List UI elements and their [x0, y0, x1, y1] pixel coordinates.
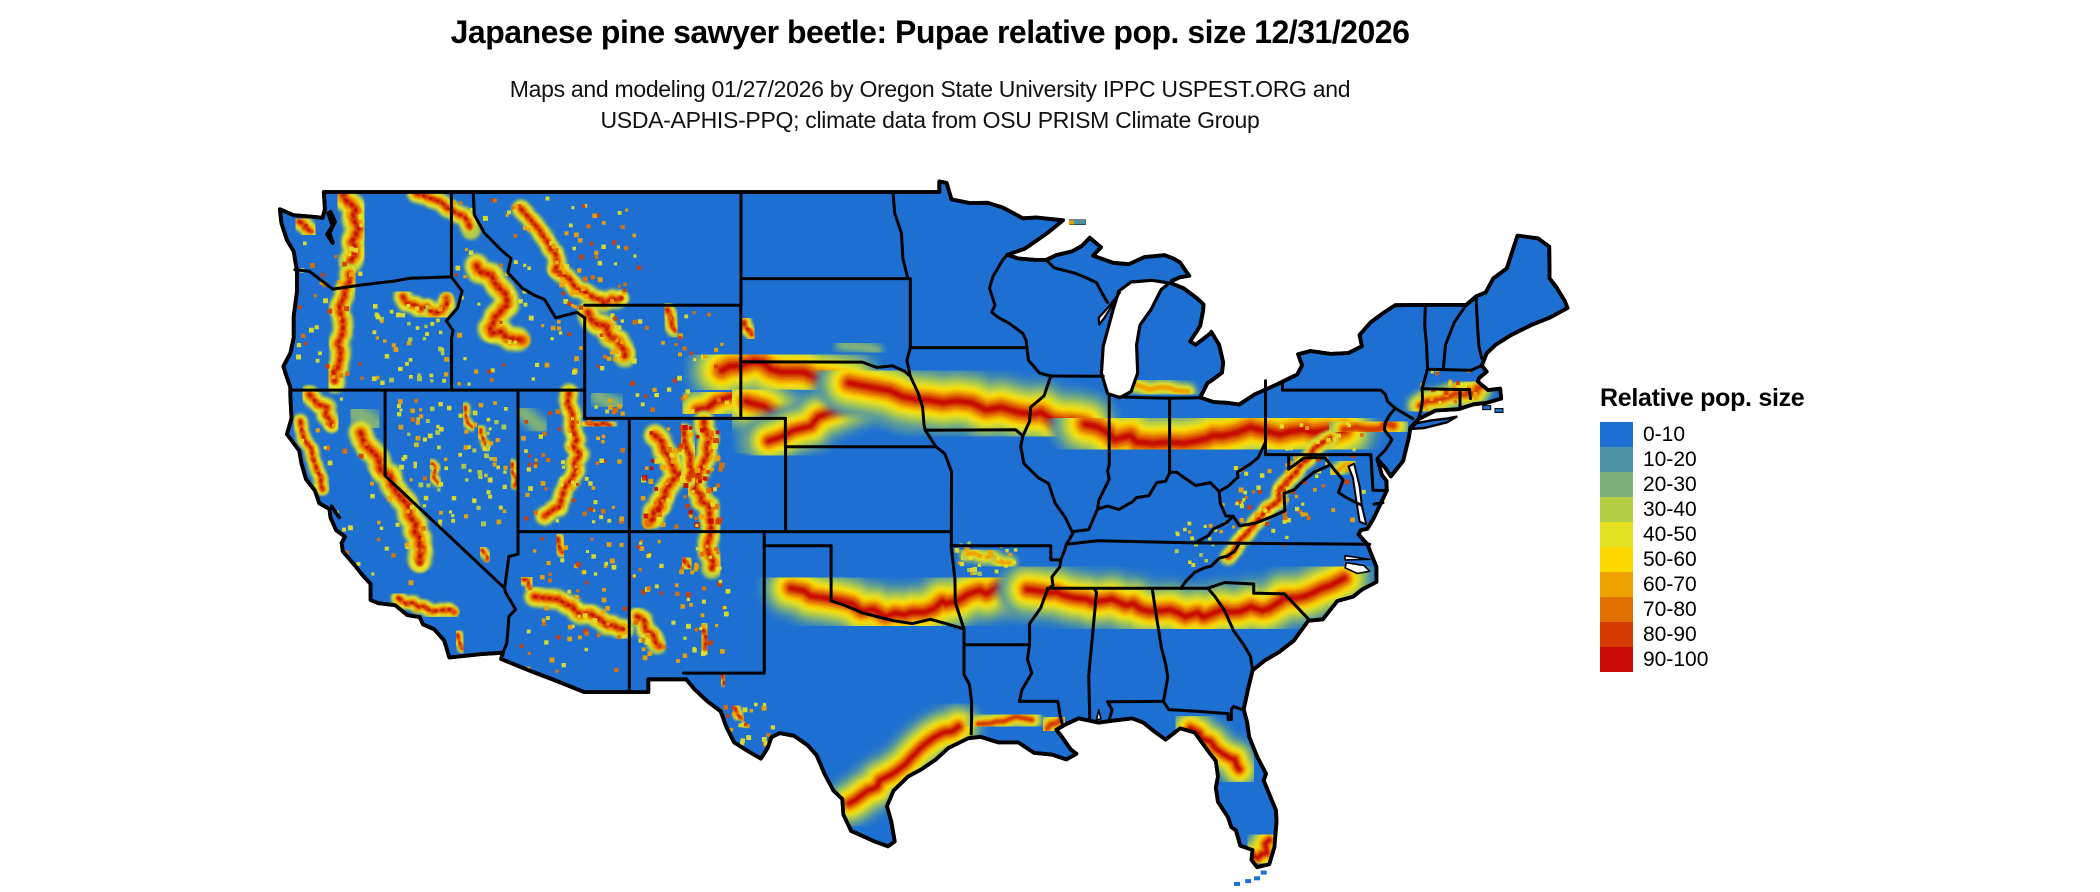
- legend-item: 30-40: [1600, 497, 1860, 522]
- legend-swatch: [1600, 497, 1633, 522]
- legend-item-label: 80-90: [1643, 623, 1697, 646]
- legend-item: 90-100: [1600, 647, 1860, 672]
- legend-item-label: 50-60: [1643, 548, 1697, 571]
- legend-title: Relative pop. size: [1600, 384, 1805, 412]
- legend-item-label: 70-80: [1643, 598, 1697, 621]
- legend-item-label: 10-20: [1643, 448, 1697, 471]
- lakes: [1095, 278, 1371, 721]
- legend-swatch: [1600, 597, 1633, 622]
- legend-swatch: [1600, 572, 1633, 597]
- legend-swatch: [1600, 447, 1633, 472]
- subtitle: Maps and modeling 01/27/2026 by Oregon S…: [290, 74, 1570, 136]
- page-title: Japanese pine sawyer beetle: Pupae relat…: [450, 14, 1410, 50]
- legend-swatch: [1600, 472, 1633, 497]
- legend-swatch: [1600, 547, 1633, 572]
- legend-swatch: [1600, 647, 1633, 672]
- subtitle-line-1: Maps and modeling 01/27/2026 by Oregon S…: [509, 76, 1351, 102]
- legend-item: 70-80: [1600, 597, 1860, 622]
- legend-item-label: 60-70: [1643, 573, 1697, 596]
- legend-item: 40-50: [1600, 522, 1860, 547]
- legend-item-label: 0-10: [1643, 423, 1686, 446]
- legend-item: 60-70: [1600, 572, 1860, 597]
- legend-item: 80-90: [1600, 622, 1860, 647]
- legend-items: 0-10 10-20 20-30 30-40 40-50 50-60 60-70 70-80 8…: [1600, 422, 1860, 672]
- coastal-details: [325, 209, 1504, 886]
- legend-item-label: 30-40: [1643, 498, 1697, 521]
- legend-item: 10-20: [1600, 447, 1860, 472]
- legend: Relative pop. size 0-10 10-20 20-30 30-40 40…: [1600, 384, 1860, 672]
- legend-swatch: [1600, 422, 1633, 447]
- legend-item: 20-30: [1600, 472, 1860, 497]
- legend-swatch: [1600, 622, 1633, 647]
- legend-item: 50-60: [1600, 547, 1860, 572]
- legend-item: 0-10: [1600, 422, 1860, 447]
- legend-item-label: 20-30: [1643, 473, 1697, 496]
- legend-item-label: 40-50: [1643, 523, 1697, 546]
- population-heat-overlay: [290, 181, 1494, 868]
- legend-item-label: 90-100: [1643, 648, 1709, 671]
- state-borders: [278, 179, 1570, 870]
- legend-swatch: [1600, 522, 1633, 547]
- subtitle-line-2: USDA-APHIS-PPQ; climate data from OSU PR…: [600, 107, 1260, 133]
